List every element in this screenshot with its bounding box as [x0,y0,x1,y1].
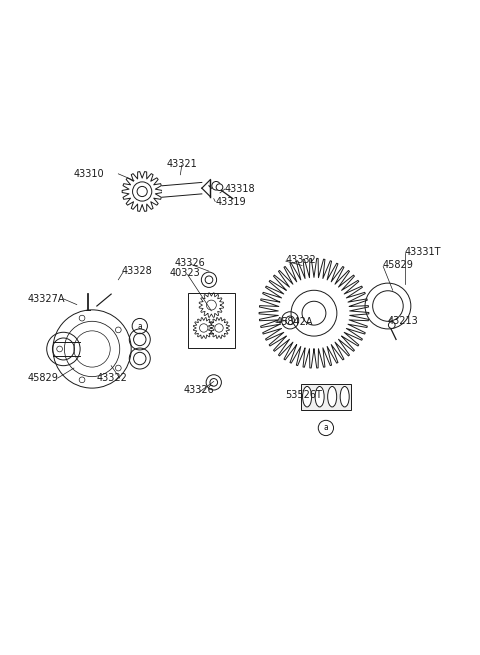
Circle shape [57,346,62,352]
Text: 43213: 43213 [388,316,419,326]
Text: a: a [324,423,328,432]
Text: 43310: 43310 [73,169,104,179]
Circle shape [216,184,223,191]
Text: a: a [137,322,142,331]
Ellipse shape [328,386,336,407]
Text: 45829: 45829 [28,373,59,383]
Text: 43327A: 43327A [28,294,65,304]
Text: 43319: 43319 [215,196,246,206]
Text: 43328: 43328 [121,266,152,276]
Text: 45829: 45829 [382,261,413,271]
Circle shape [79,315,85,321]
Circle shape [388,322,395,328]
Ellipse shape [315,386,324,407]
Text: 43331T: 43331T [405,247,441,257]
Text: 43321: 43321 [167,159,197,169]
Bar [301,384,351,410]
Text: 40323: 40323 [170,268,201,278]
Text: 45842A: 45842A [276,317,313,328]
Circle shape [212,181,220,190]
Text: 43332: 43332 [286,255,317,265]
Circle shape [116,365,121,371]
Text: 43326: 43326 [175,257,205,268]
Text: 43326: 43326 [184,386,215,396]
Ellipse shape [340,386,349,407]
Circle shape [116,327,121,333]
Text: 53526T: 53526T [286,390,323,400]
Text: 43322: 43322 [97,373,128,383]
Text: 43318: 43318 [225,184,255,194]
Ellipse shape [302,386,312,407]
Bar [188,293,235,348]
Circle shape [79,377,85,383]
